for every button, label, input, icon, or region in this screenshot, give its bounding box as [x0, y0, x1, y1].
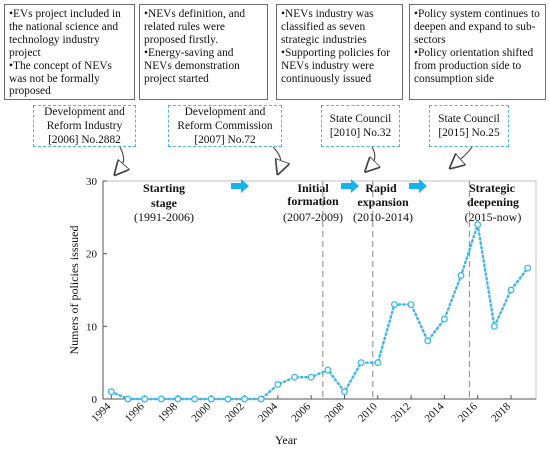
- citation-box-2015: State Council [2015] No.25: [429, 105, 509, 147]
- data-point-marker: [241, 395, 249, 403]
- citation-line: Reform Commission: [177, 120, 273, 132]
- stage-name-line: expansion: [357, 195, 409, 209]
- policy-box-line: •NEVs definition, and related rules were…: [144, 8, 246, 46]
- data-point-marker: [224, 395, 232, 403]
- stage-years-label: (1991-2006): [134, 210, 194, 224]
- citation-line: Reform Industry: [46, 120, 123, 132]
- data-point-marker: [457, 272, 465, 279]
- data-point-marker: [507, 286, 515, 294]
- x-tick-label: 2012: [389, 401, 413, 425]
- stage-name-line: Starting: [143, 181, 185, 195]
- x-tick-label: 2004: [256, 400, 280, 424]
- stage-name-line: Initial: [297, 181, 329, 195]
- data-point-marker: [324, 366, 332, 374]
- stage-name-line: Rapid: [365, 181, 397, 195]
- citation-box-2010: State Council [2010] No.32: [321, 105, 400, 147]
- x-axis-title: Year: [275, 433, 297, 447]
- connector-arrow-2007: [272, 146, 281, 168]
- y-axis-title: Numers of policies isssued: [67, 226, 81, 355]
- policy-box-line: •Energy-saving and NEVs demonstration pr…: [144, 46, 240, 85]
- policy-box-line: •Supporting policies for NEVs industry w…: [281, 46, 391, 85]
- y-tick-label: 0: [92, 394, 98, 406]
- stage-years-label: (2007-2009): [283, 210, 343, 224]
- citation-line: [2015] No.25: [438, 127, 500, 139]
- data-point-marker: [390, 301, 398, 308]
- citation-line: [2007] No.72: [194, 134, 256, 146]
- series-policies: [107, 221, 532, 403]
- policy-box-initial-formation: •NEVs definition, and related rules were…: [139, 4, 268, 100]
- data-point-marker: [141, 395, 149, 403]
- stage-years-label: (2015-now): [465, 210, 522, 224]
- x-tick-label: 1996: [123, 400, 147, 424]
- x-tick-label: 1998: [156, 400, 180, 424]
- stage-arrow-icon: [231, 179, 249, 193]
- x-tick-label: 2018: [489, 400, 513, 424]
- connector-arrow-2015: [455, 146, 473, 164]
- stage-name-line: formation: [287, 194, 339, 208]
- stage-name-line: stage: [151, 196, 178, 210]
- data-point-marker: [440, 315, 448, 323]
- data-point-marker: [207, 395, 215, 403]
- connector-arrow-2006: [119, 146, 124, 170]
- citation-box-2006: Development and Reform Industry [2006] N…: [33, 105, 136, 147]
- x-tick-label: 2014: [422, 400, 446, 424]
- policy-box-line: •The concept of NEVs was not be formally…: [9, 59, 112, 98]
- data-point-marker: [490, 322, 498, 330]
- stage-name-line: Strategic: [469, 181, 516, 195]
- data-point-marker: [341, 388, 348, 396]
- data-point-marker: [257, 395, 265, 403]
- connector-arrow-2010: [370, 146, 375, 167]
- data-point-marker: [524, 264, 532, 272]
- data-point-marker: [424, 337, 432, 345]
- data-point-marker: [357, 359, 365, 367]
- x-tick-label: 2000: [189, 400, 213, 424]
- policy-box-line: •Policy system continues to deepen and e…: [414, 8, 540, 46]
- policy-box-line: •Policy orientation shifted from product…: [414, 46, 534, 85]
- data-point-marker: [174, 395, 182, 403]
- citation-line: [2010] No.32: [329, 127, 392, 139]
- data-point-marker: [307, 373, 315, 381]
- data-point-marker: [291, 373, 298, 381]
- stage-name-line: deepening: [467, 195, 519, 209]
- series-line: [110, 224, 529, 401]
- citation-line: State Council: [438, 113, 500, 125]
- stage-years-label: (2010-2014): [353, 210, 413, 224]
- data-point-marker: [124, 395, 132, 403]
- data-point-marker: [107, 388, 115, 396]
- x-tick-label: 2006: [289, 400, 313, 424]
- citation-line: Development and: [44, 106, 125, 118]
- policy-box-line: •NEVs industry was classified as seven s…: [281, 8, 374, 46]
- policy-box-line: •EVs project included in the national sc…: [9, 8, 121, 59]
- citation-line: [2006] No.2882: [48, 134, 121, 146]
- x-tick-label: 2008: [323, 400, 347, 424]
- stage-arrow-icon: [409, 179, 427, 193]
- citation-line: Development and: [184, 106, 266, 118]
- data-point-marker: [474, 221, 482, 229]
- data-point-marker: [191, 395, 199, 403]
- data-point-marker: [407, 301, 415, 308]
- data-point-marker: [274, 381, 282, 388]
- policy-box-rapid-expansion: •NEVs industry was classified as seven s…: [276, 4, 403, 100]
- x-tick-label: 2010: [356, 400, 380, 424]
- y-tick-label: 20: [86, 249, 98, 261]
- y-tick-label: 10: [86, 321, 98, 333]
- data-point-marker: [157, 395, 165, 403]
- citation-line: State Council: [329, 113, 392, 125]
- x-tick-label: 2002: [223, 401, 247, 425]
- y-tick-label: 30: [86, 176, 98, 188]
- citation-box-2007: Development and Reform Commission [2007]…: [168, 105, 282, 147]
- data-point-marker: [374, 359, 382, 367]
- stage-arrow-icon: [341, 179, 359, 193]
- x-tick-label: 2016: [456, 400, 480, 424]
- policy-box-starting-stage: •EVs project included in the national sc…: [4, 4, 135, 100]
- policy-box-strategic-deepening: •Policy system continues to deepen and e…: [409, 4, 546, 100]
